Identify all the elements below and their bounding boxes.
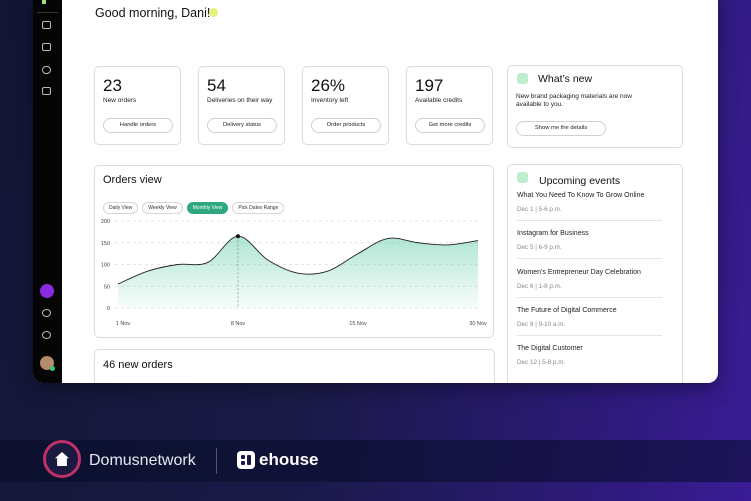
orders-chart: 0 50 100 150 200 1 Nov 8 Nov 15 Nov 30 Nov [101, 219, 487, 327]
brand-domus: Domusnetwork [89, 452, 196, 469]
view-tabs: Daily View Weekly View Monthly View Pick Da… [103, 196, 288, 214]
event-time: Dec 8 | 9-10 a.m. [517, 320, 566, 328]
event-time: Dec 1 | 5-6 p.m. [517, 206, 562, 213]
events-icon [517, 172, 528, 183]
stat-card: 26% Inventory left Order products [302, 66, 389, 145]
event-separator [517, 258, 662, 260]
stat-value: 54 [207, 76, 226, 95]
support-icon[interactable] [42, 309, 51, 317]
chart-title: Orders view [103, 174, 162, 186]
greeting: Good morning, Dani! [95, 6, 211, 20]
whats-new-text: New brand packaging materials are now av… [516, 93, 632, 108]
footer-band: Domusnetwork ehouse [0, 440, 751, 482]
whats-new-card: What’s new New brand packaging materials… [507, 65, 683, 148]
event-separator [517, 334, 662, 336]
view-tab[interactable]: Weekly View [142, 202, 183, 214]
x-tick-label: 30 Nov [469, 321, 487, 327]
y-tick-label: 150 [101, 241, 110, 247]
stat-card: 54 Deliveries on their way Delivery status [198, 66, 285, 145]
stat-button[interactable]: Get more credits [415, 118, 485, 133]
stat-card: 197 Available credits Get more credits [406, 66, 493, 145]
whats-new-icon [517, 73, 528, 84]
y-tick-label: 50 [104, 284, 110, 290]
divider [37, 12, 58, 13]
new-orders-title: 46 new orders [103, 359, 173, 371]
view-tab[interactable]: Monthly View [186, 202, 229, 214]
brand-ehouse: ehouse [259, 450, 319, 469]
whats-new-button[interactable]: Show me the details [516, 121, 606, 136]
greeting-dot [209, 8, 218, 17]
highlight-point [236, 234, 240, 239]
settings-icon[interactable] [42, 331, 51, 339]
status-dot [50, 366, 55, 371]
events-title: Upcoming events [539, 175, 621, 187]
stat-label: Deliveries on their way [207, 97, 273, 104]
view-tab[interactable]: Daily View [103, 202, 139, 214]
events-card: Upcoming events What You Need To Know To… [507, 164, 683, 383]
x-tick-label: 8 Nov [231, 321, 246, 327]
stat-value: 23 [103, 76, 122, 95]
y-tick-label: 200 [101, 219, 110, 225]
x-tick-label: 1 Nov [116, 321, 131, 327]
event-time: Dec 12 | 5-8 p.m. [517, 359, 566, 367]
stat-value: 26% [311, 76, 346, 95]
ehouse-logo [237, 451, 255, 469]
orders-icon[interactable] [42, 21, 51, 29]
event-separator [517, 220, 662, 221]
x-tick-label: 15 Nov [349, 321, 367, 327]
stat-button[interactable]: Handle orders [103, 118, 173, 133]
event-time: Dec 6 | 1-8 p.m. [517, 282, 562, 290]
stat-label: New orders [103, 97, 137, 104]
stat-card: 23 New orders Handle orders [94, 66, 181, 145]
orders-view-card: Orders view Daily View Weekly View Monthly… [94, 165, 494, 338]
sidebar [33, 0, 62, 383]
stat-label: Available credits [415, 97, 463, 104]
app-window: Good morning, Dani! What’s new New brand… [33, 0, 718, 383]
line [117, 235, 479, 285]
inventory-icon[interactable] [42, 87, 51, 95]
stat-button[interactable]: Delivery status [207, 118, 277, 133]
stat-value: 197 [415, 76, 444, 95]
logo-dot [241, 455, 245, 459]
favorites-icon[interactable] [40, 284, 54, 298]
event-title: The Future of Digital Commerce [517, 306, 617, 314]
logo-dot [241, 461, 245, 465]
footer-divider [216, 448, 217, 474]
whats-new-title: What’s new [538, 73, 593, 85]
y-tick-label: 0 [107, 306, 110, 312]
area [118, 236, 478, 308]
event-time: Dec 5 | 6-9 p.m. [517, 244, 562, 252]
event-title: The Digital Customer [517, 345, 583, 353]
logo-dot [247, 455, 251, 465]
event-title: Instagram for Business [517, 230, 589, 238]
delivery-icon[interactable] [42, 43, 51, 51]
stat-button[interactable]: Order products [311, 118, 381, 133]
view-tab[interactable]: Pick Dates Range [232, 202, 285, 214]
returns-icon[interactable] [42, 66, 51, 74]
logo-mark [42, 0, 46, 4]
domus-logo [43, 440, 81, 478]
house-icon [55, 452, 69, 466]
event-separator [517, 296, 662, 298]
new-orders-card: 46 new orders [94, 349, 495, 383]
event-title: What You Need To Know To Grow Online [517, 192, 645, 199]
y-tick-label: 100 [101, 263, 110, 269]
event-title: Women’s Entrepreneur Day Celebration [517, 268, 641, 276]
stat-label: Inventory left [311, 97, 349, 104]
